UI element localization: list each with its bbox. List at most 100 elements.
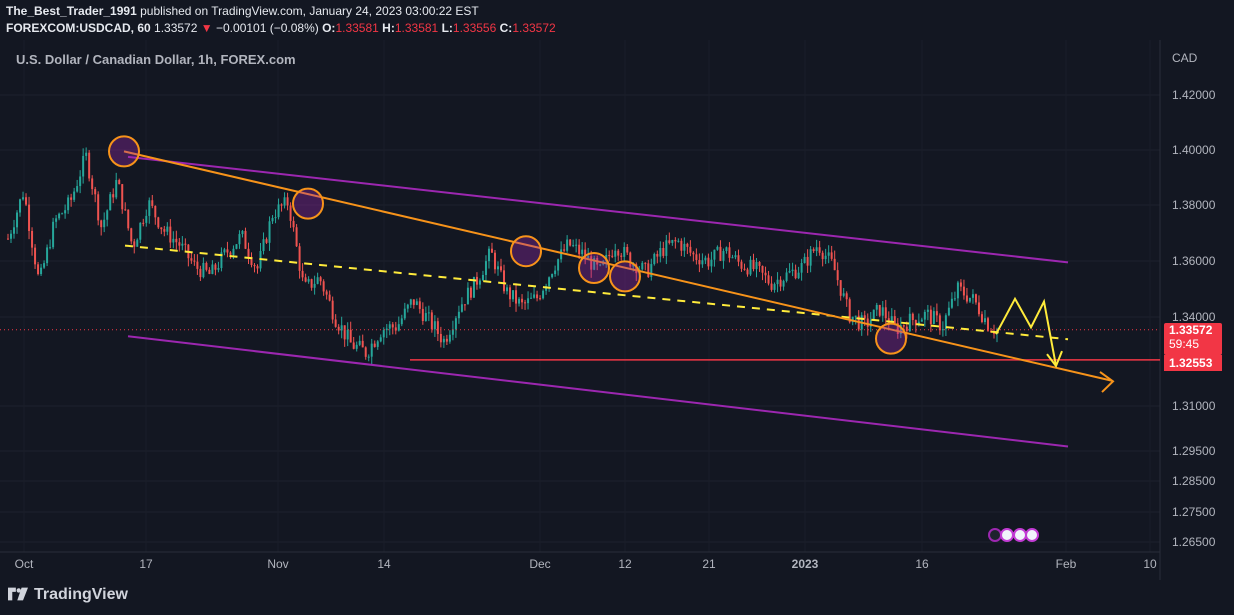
candle-body bbox=[614, 250, 617, 257]
candle-body bbox=[487, 248, 490, 262]
candle-body bbox=[626, 246, 629, 253]
candle-body bbox=[686, 243, 689, 247]
candle-body bbox=[271, 218, 274, 222]
candle-body bbox=[947, 307, 950, 316]
candle-body bbox=[587, 256, 590, 259]
candle-body bbox=[190, 258, 193, 261]
candle-body bbox=[496, 266, 499, 270]
time-tick: 2023 bbox=[792, 557, 819, 571]
price-tick: 1.27500 bbox=[1172, 505, 1216, 519]
down-arrow-icon: ▼ bbox=[200, 21, 213, 35]
candle-body bbox=[632, 264, 635, 267]
candle-body bbox=[965, 295, 968, 302]
candle-body bbox=[608, 254, 611, 256]
candle-body bbox=[304, 277, 307, 282]
candle-body bbox=[460, 304, 463, 312]
candle-body bbox=[884, 307, 887, 319]
candle-body bbox=[148, 200, 151, 216]
candle-body bbox=[451, 329, 454, 335]
candle-body bbox=[788, 271, 791, 273]
candle-body bbox=[178, 242, 181, 246]
candle-body bbox=[349, 329, 352, 343]
candle-body bbox=[331, 300, 334, 320]
candle-body bbox=[400, 318, 403, 325]
candle-body bbox=[112, 194, 115, 198]
candle-body bbox=[139, 222, 142, 240]
candle-body bbox=[869, 320, 872, 327]
candle-body bbox=[941, 329, 944, 331]
currency-label: CAD bbox=[1172, 51, 1198, 65]
candle-body bbox=[620, 255, 623, 257]
candle-body bbox=[794, 269, 797, 279]
tradingview-icon bbox=[8, 587, 28, 601]
candle-body bbox=[566, 239, 569, 251]
candle-body bbox=[689, 246, 692, 253]
symbol-name[interactable]: FOREXCOM:USDCAD, 60 bbox=[6, 21, 151, 35]
candle-body bbox=[512, 290, 515, 300]
candle-body bbox=[385, 328, 388, 331]
candle-body bbox=[914, 320, 917, 326]
candle-body bbox=[358, 340, 361, 345]
candle-body bbox=[515, 290, 518, 304]
drawings bbox=[0, 135, 1160, 448]
candle-body bbox=[307, 279, 310, 282]
candle-body bbox=[527, 298, 530, 304]
candle-body bbox=[211, 264, 214, 274]
candle-body bbox=[533, 294, 536, 298]
candle-body bbox=[367, 356, 370, 358]
candle-body bbox=[557, 259, 560, 271]
time-tick: 17 bbox=[139, 557, 153, 571]
candle-body bbox=[340, 325, 343, 331]
candle-body bbox=[725, 247, 728, 252]
candle-body bbox=[800, 263, 803, 273]
tradingview-logo[interactable]: TradingView bbox=[8, 586, 128, 604]
candle-body bbox=[256, 266, 259, 269]
candle-body bbox=[911, 313, 914, 321]
candle-body bbox=[34, 247, 37, 265]
price-tick: 1.34000 bbox=[1172, 310, 1216, 324]
candle-body bbox=[980, 314, 983, 323]
price-axis[interactable]: 1.42000 1.40000 1.38000 1.36000 1.34000 1.310… bbox=[1172, 88, 1216, 549]
candle-body bbox=[959, 282, 962, 287]
candle-body bbox=[490, 248, 493, 253]
touch-circle bbox=[108, 135, 140, 168]
candle-body bbox=[415, 301, 418, 305]
candle-body bbox=[569, 239, 572, 246]
time-axis[interactable]: Oct 17 Nov 14 Dec 12 21 2023 16 Feb 10 bbox=[15, 557, 1157, 571]
time-tick: 16 bbox=[915, 557, 929, 571]
candle-body bbox=[85, 152, 88, 156]
touch-circle bbox=[292, 187, 324, 220]
candle-body bbox=[662, 247, 665, 256]
candle-body bbox=[100, 220, 103, 228]
candle-body bbox=[875, 304, 878, 310]
candle-body bbox=[704, 257, 707, 261]
candle-body bbox=[301, 270, 304, 278]
candle-body bbox=[728, 247, 731, 258]
flag-icon[interactable] bbox=[1025, 528, 1040, 542]
candle-body bbox=[680, 240, 683, 251]
candle-body bbox=[499, 266, 502, 271]
candle-body bbox=[644, 262, 647, 264]
candle-body bbox=[388, 324, 391, 329]
published-text: published on TradingView.com, January 24… bbox=[140, 4, 479, 18]
candle-body bbox=[433, 321, 436, 330]
candle-body bbox=[427, 312, 430, 314]
candle-body bbox=[25, 197, 28, 205]
candle-body bbox=[421, 308, 424, 321]
candle-body bbox=[19, 199, 22, 213]
symbol-line: FOREXCOM:USDCAD, 60 1.33572 ▼ −0.00101 (… bbox=[6, 21, 556, 35]
candle-body bbox=[154, 205, 157, 218]
candle-body bbox=[599, 264, 602, 266]
event-icons[interactable] bbox=[988, 528, 1040, 546]
candle-body bbox=[509, 287, 512, 300]
candle-body bbox=[956, 282, 959, 299]
publisher-name[interactable]: The_Best_Trader_1991 bbox=[6, 4, 137, 18]
candle-body bbox=[713, 249, 716, 260]
candle-body bbox=[169, 226, 172, 243]
footer bbox=[0, 580, 1234, 615]
candle-body bbox=[220, 252, 223, 269]
candle-body bbox=[127, 209, 130, 229]
trendline-arrow bbox=[1099, 371, 1115, 393]
price-tick: 1.28500 bbox=[1172, 474, 1216, 488]
